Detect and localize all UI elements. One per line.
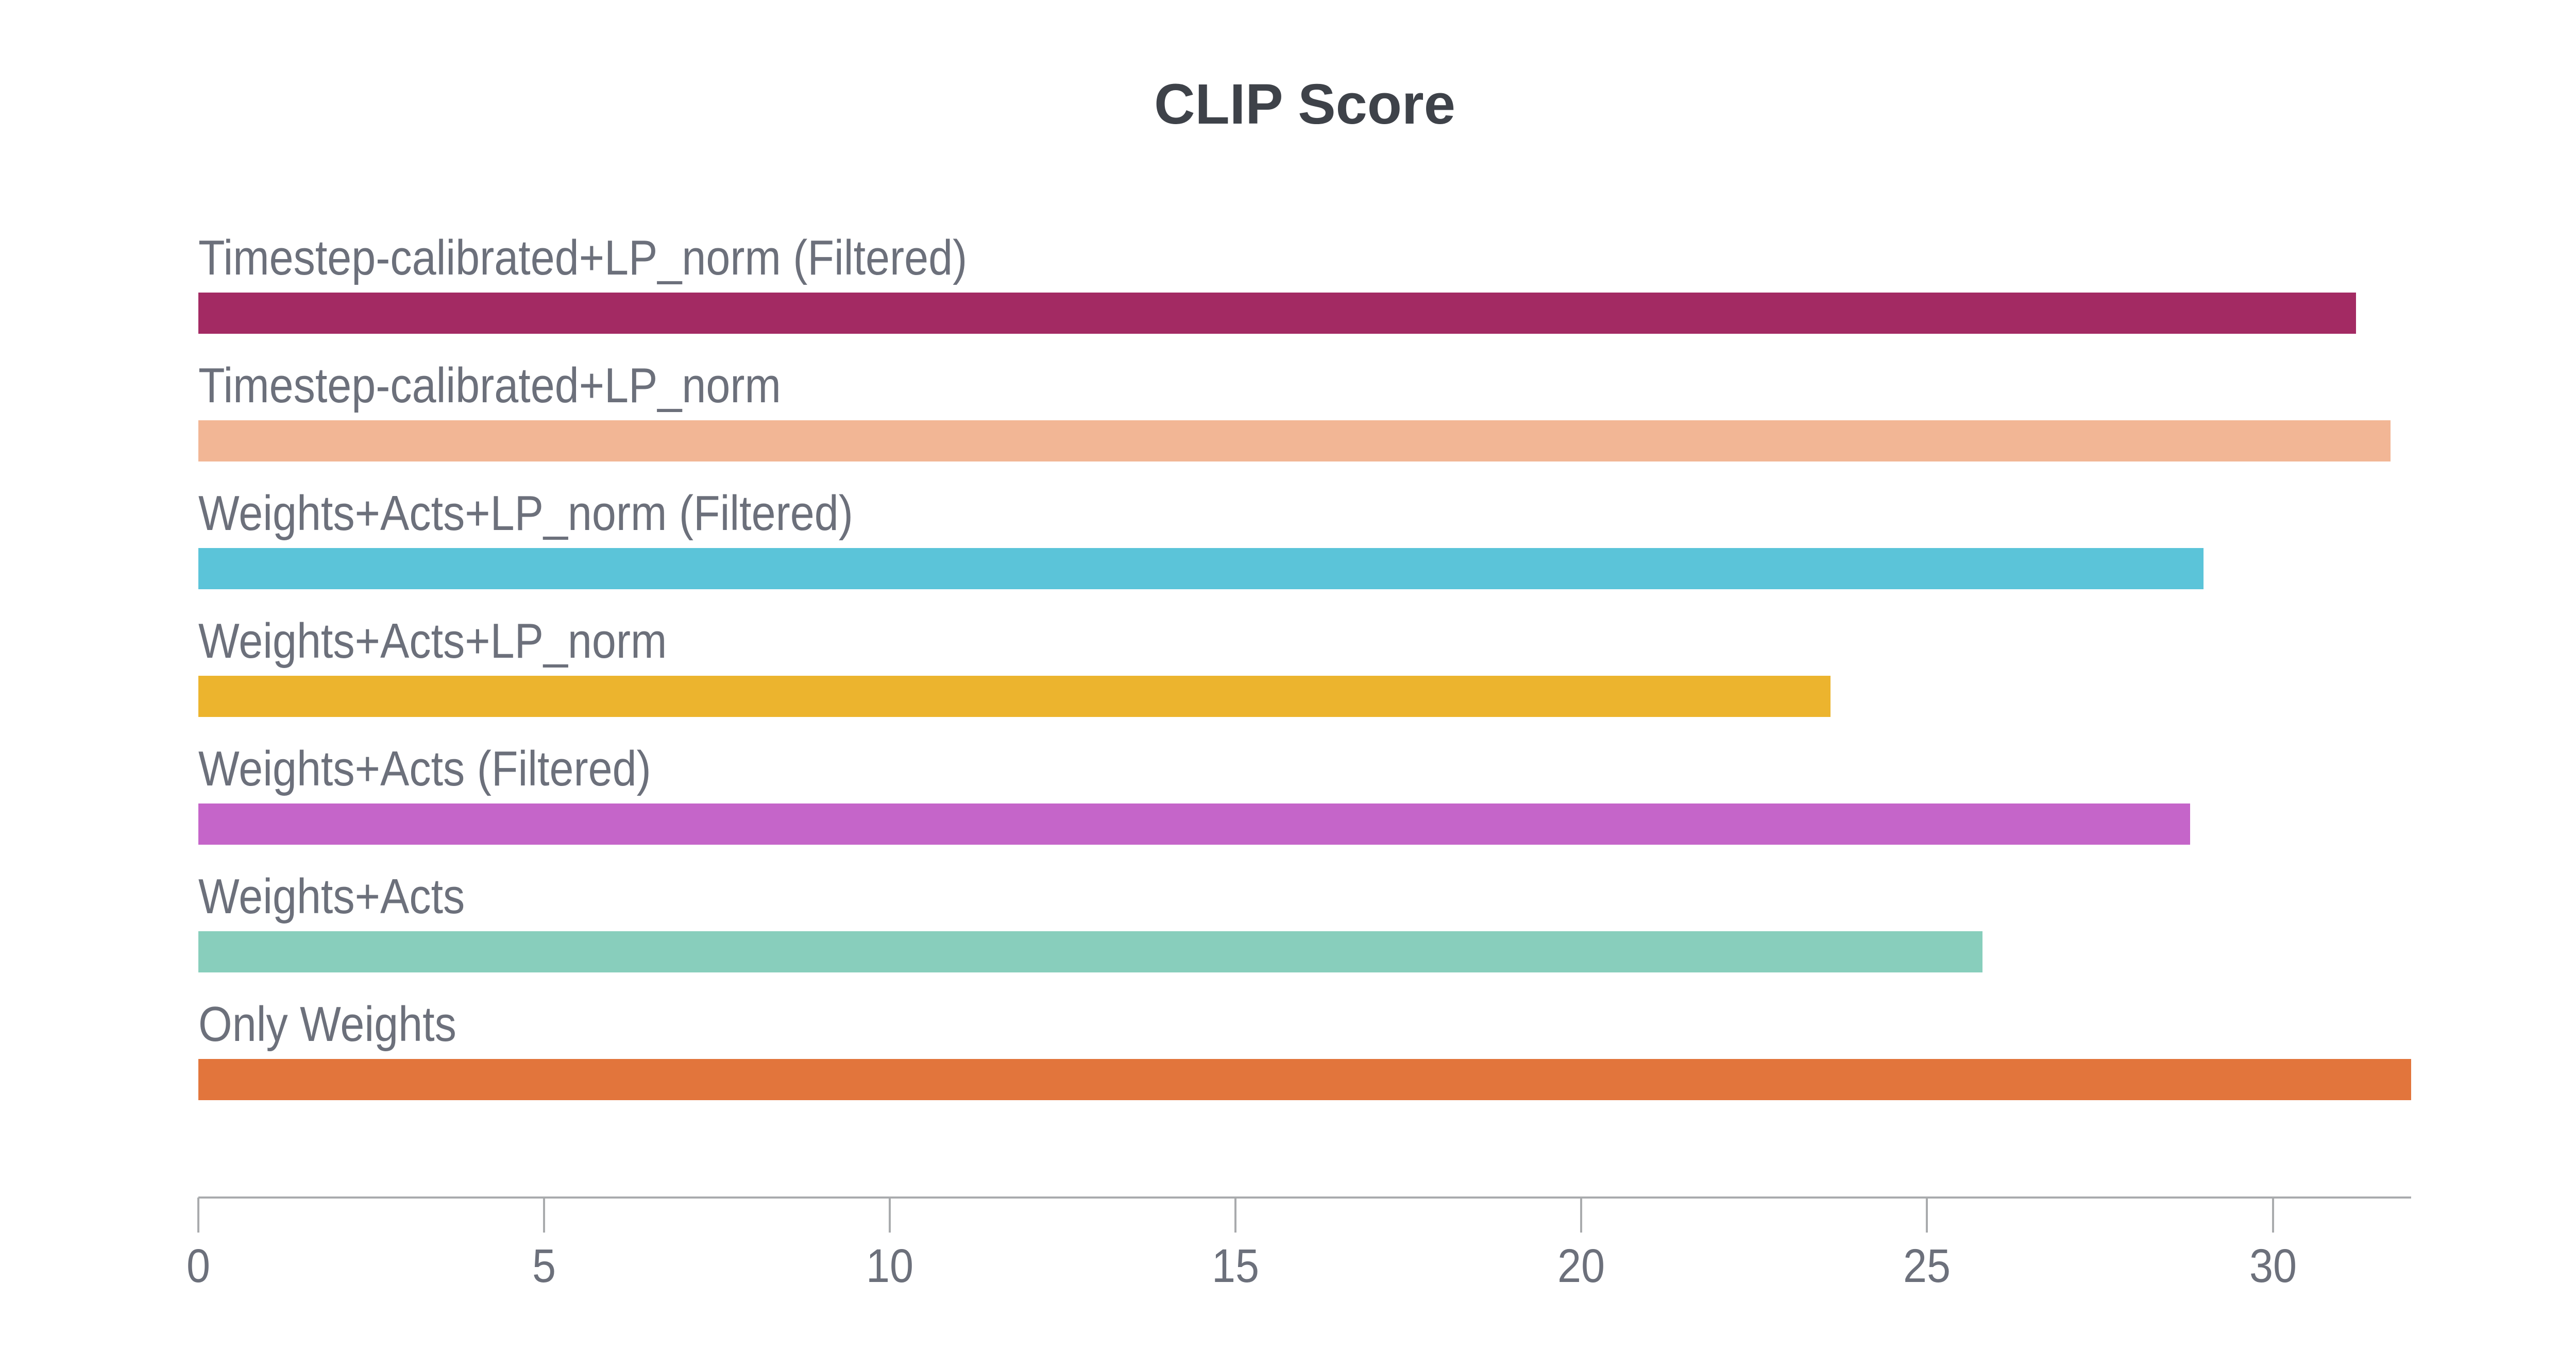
x-axis-tick-label: 30 <box>2249 1240 2297 1292</box>
x-axis-tick <box>2272 1198 2274 1233</box>
x-axis-tick <box>889 1198 891 1233</box>
x-axis-tick-label: 0 <box>186 1240 211 1292</box>
bar-label: Only Weights <box>198 997 456 1052</box>
x-axis-line <box>198 1196 2411 1199</box>
bar-label: Weights+Acts <box>198 869 465 924</box>
x-axis-tick-label: 25 <box>1903 1240 1951 1292</box>
bar-label: Timestep-calibrated+LP_norm (Filtered) <box>198 230 968 285</box>
x-axis-tick-label: 5 <box>532 1240 556 1292</box>
bar <box>198 1059 2411 1100</box>
bar <box>198 293 2356 334</box>
x-axis-tick <box>1926 1198 1928 1233</box>
x-axis-tick <box>197 1198 199 1233</box>
bar-label: Weights+Acts (Filtered) <box>198 741 651 796</box>
chart-title: CLIP Score <box>1154 73 1455 136</box>
bar <box>198 803 2190 845</box>
bar-label: Weights+Acts+LP_norm <box>198 613 667 669</box>
x-axis-tick <box>1234 1198 1237 1233</box>
bar <box>198 931 1982 972</box>
x-axis-tick-label: 10 <box>866 1240 914 1292</box>
bar <box>198 548 2204 589</box>
bar-label: Timestep-calibrated+LP_norm <box>198 358 781 413</box>
x-axis-tick <box>1580 1198 1583 1233</box>
bar <box>198 420 2391 461</box>
x-axis-tick-label: 15 <box>1212 1240 1260 1292</box>
x-axis-tick <box>543 1198 546 1233</box>
bar-label: Weights+Acts+LP_norm (Filtered) <box>198 486 853 541</box>
x-axis-tick-label: 20 <box>1557 1240 1605 1292</box>
bar <box>198 676 1831 717</box>
